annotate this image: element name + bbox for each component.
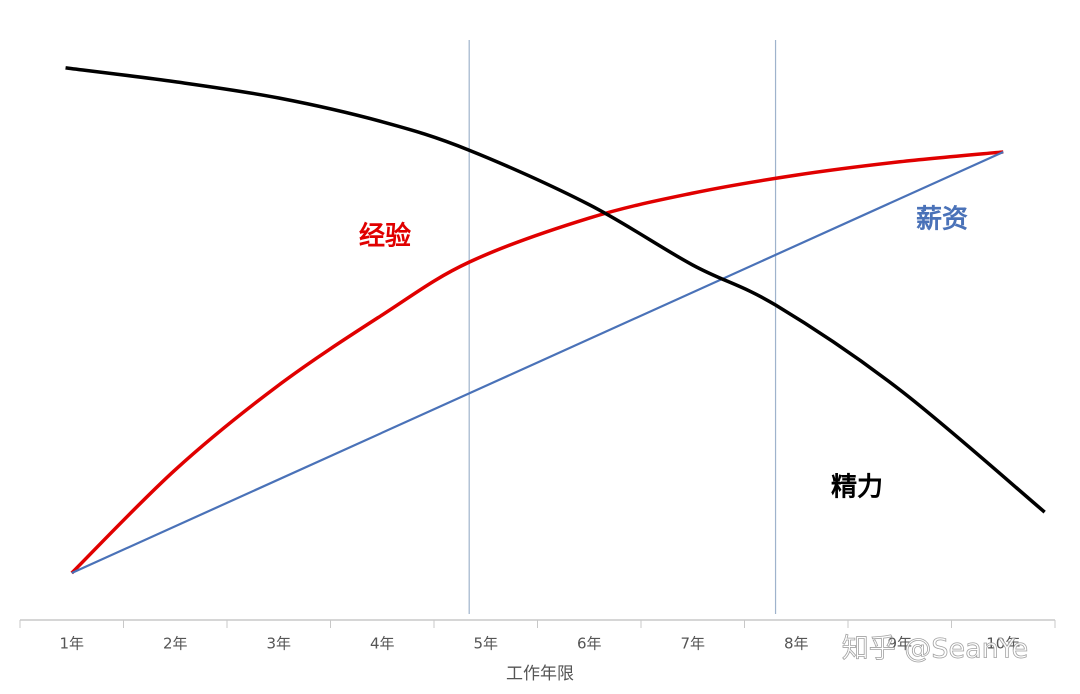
- x-tick-label: 3年: [266, 635, 291, 653]
- line-series: [65, 66, 1046, 514]
- x-tick-label: 1年: [59, 635, 84, 653]
- x-tick-label: 4年: [370, 635, 395, 653]
- x-tick-label: 2年: [163, 635, 188, 653]
- x-tick-label: 8年: [784, 635, 809, 653]
- watermark: 知乎 @SeanYe: [842, 634, 1029, 665]
- x-tick-label: 9年: [887, 635, 912, 653]
- series-label: 精力: [831, 473, 883, 503]
- x-tick-label: 10年: [986, 635, 1020, 653]
- x-tick-label: 5年: [473, 635, 498, 653]
- x-tick-label: 6年: [577, 635, 602, 653]
- series-label: 经验: [359, 221, 411, 252]
- line-series: [70, 150, 1004, 575]
- x-axis-label: 工作年限: [506, 664, 574, 684]
- line-series: [71, 150, 1004, 575]
- x-tick-label: 7年: [680, 635, 705, 653]
- series-label: 薪资: [916, 205, 968, 235]
